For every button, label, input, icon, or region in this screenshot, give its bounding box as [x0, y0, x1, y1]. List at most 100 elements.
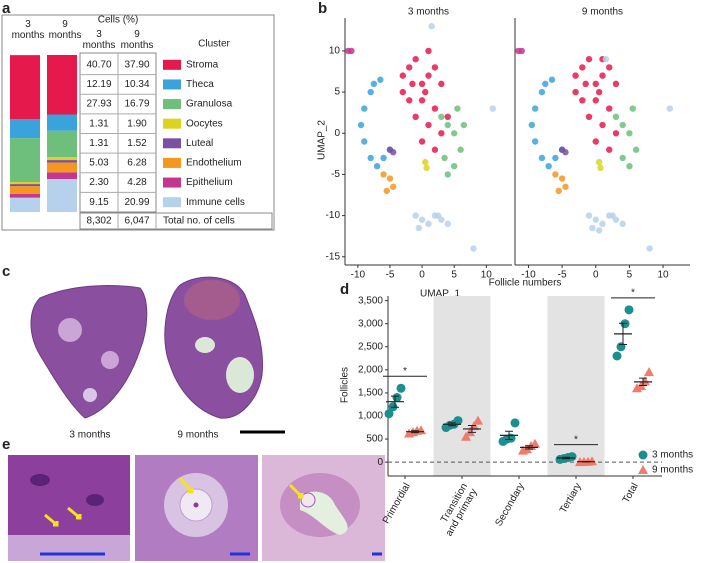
y-tick-label: 0	[377, 457, 383, 468]
point	[562, 183, 569, 190]
panel-label: a	[2, 0, 11, 17]
x-tick-label: 10	[481, 270, 493, 281]
nucleus	[193, 502, 199, 508]
point	[418, 138, 426, 145]
ovary-section	[30, 285, 148, 419]
point	[619, 121, 626, 129]
point	[431, 105, 439, 112]
legend-label: 3 months	[652, 450, 693, 461]
table-header: Cells (%)	[98, 15, 139, 26]
point	[606, 64, 613, 71]
point	[599, 121, 606, 129]
point	[473, 415, 483, 425]
bar-segment	[10, 182, 40, 185]
histology-image	[30, 276, 285, 434]
table-cell: 27.93	[86, 99, 111, 110]
point	[425, 72, 432, 79]
follicle	[195, 337, 215, 353]
point	[666, 105, 674, 112]
nucleus	[30, 474, 50, 486]
y-tick-label: 1,000	[358, 411, 383, 422]
x-tick-label: -10	[521, 270, 536, 281]
bar-segment	[47, 157, 77, 161]
point	[396, 383, 406, 393]
point	[384, 409, 394, 419]
error-bar	[619, 322, 627, 345]
point	[386, 175, 394, 182]
legend-label: Immune cells	[186, 197, 245, 208]
legend-swatch	[163, 157, 181, 168]
y-tick-label: 2,500	[358, 341, 383, 352]
error-bar	[391, 395, 399, 408]
significance-label: *	[403, 366, 407, 377]
point	[389, 183, 397, 190]
legend-label: Epithelium	[186, 177, 233, 188]
point	[538, 154, 546, 162]
point	[470, 245, 477, 252]
table-cell: 2.30	[89, 177, 109, 188]
x-tick-label: Total	[621, 481, 641, 505]
table-column-header: 3 months	[83, 29, 116, 51]
legend-swatch	[163, 59, 181, 70]
histology-image	[8, 455, 385, 561]
point	[619, 154, 626, 162]
point	[597, 164, 604, 172]
follicle	[58, 318, 82, 342]
bar-segment	[10, 138, 40, 183]
point	[367, 154, 374, 162]
y-tick-label: 2,000	[358, 364, 383, 375]
point	[585, 55, 593, 63]
image-label: 9 months	[177, 430, 218, 441]
table-column-header: 9 months	[121, 29, 154, 51]
point	[626, 163, 633, 170]
point	[612, 130, 620, 137]
point	[461, 431, 471, 441]
panel-label: b	[318, 0, 327, 17]
point	[392, 393, 402, 403]
bar-segment	[10, 186, 40, 195]
y-tick-label: 1,500	[358, 388, 383, 399]
point	[609, 212, 616, 219]
point	[582, 80, 589, 88]
panel-frame	[1, 14, 275, 231]
point	[444, 171, 451, 178]
point	[431, 64, 439, 71]
point	[592, 80, 599, 88]
point	[606, 146, 613, 153]
point	[389, 149, 397, 156]
point	[425, 220, 432, 228]
oocyte	[300, 492, 316, 508]
point	[412, 55, 419, 63]
legend-label: Endothelium	[186, 158, 242, 169]
point	[632, 383, 642, 393]
panel-label: e	[2, 436, 10, 453]
point	[425, 47, 432, 55]
point	[595, 158, 603, 166]
point	[412, 113, 419, 121]
corpus-luteum	[184, 280, 240, 320]
point	[585, 212, 593, 219]
legend-label: Oocytes	[186, 118, 223, 129]
point	[444, 113, 451, 121]
point	[558, 175, 566, 182]
x-tick-label: -10	[351, 270, 366, 281]
point	[418, 80, 426, 88]
table-cell: 20.99	[124, 197, 149, 208]
point	[595, 88, 603, 96]
table-cell: 5.03	[89, 158, 109, 169]
y-tick-label: 10	[329, 46, 341, 57]
legend-label: 9 months	[652, 465, 693, 476]
point	[415, 224, 423, 232]
point	[646, 245, 653, 252]
x-tick-label: Tertiary	[558, 481, 584, 515]
legend-swatch	[163, 79, 181, 90]
point	[460, 121, 468, 129]
bar-segment	[10, 197, 40, 212]
point	[399, 72, 407, 79]
y-tick-label: 0	[334, 128, 340, 139]
point	[592, 97, 599, 104]
bar-segment	[47, 55, 77, 115]
point	[585, 113, 593, 121]
point	[572, 72, 579, 79]
y-tick-label: 5	[334, 87, 340, 98]
